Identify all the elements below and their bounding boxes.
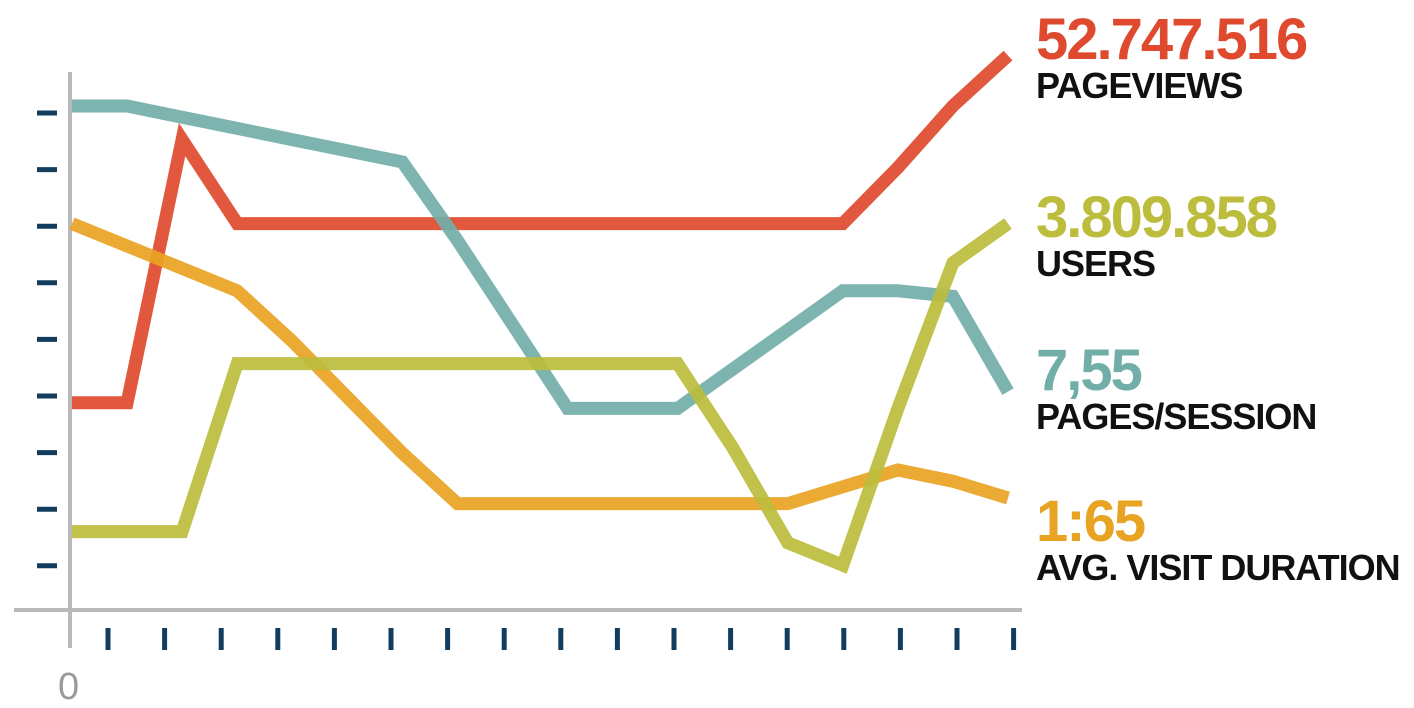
series-line-avg-visit-duration [69,217,1010,511]
series-line-users [72,218,1012,574]
x-origin-label: 0 [58,666,80,708]
legend-item-pageviews: 52.747.516 PAGEVIEWS [1036,7,1308,106]
users-value: 3.809.858 [1036,185,1278,250]
legend-item-users: 3.809.858 USERS [1036,185,1278,284]
series-lines [69,50,1014,574]
avg-visit-duration-value: 1:65 [1036,489,1146,554]
users-label: USERS [1036,243,1156,284]
y-ticks [37,110,57,569]
pageviews-label: PAGEVIEWS [1036,65,1243,106]
pages-per-session-label: PAGES/SESSION [1036,396,1317,437]
legend-item-avg-visit-duration: 1:65 AVG. VISIT DURATION [1036,489,1401,588]
pageviews-value: 52.747.516 [1036,7,1308,72]
series-line-pageviews [72,50,1013,410]
legend-item-pages-per-session: 7,55 PAGES/SESSION [1036,338,1317,437]
avg-visit-duration-label: AVG. VISIT DURATION [1036,547,1401,588]
pages-per-session-value: 7,55 [1036,338,1143,403]
x-ticks [105,628,1017,650]
